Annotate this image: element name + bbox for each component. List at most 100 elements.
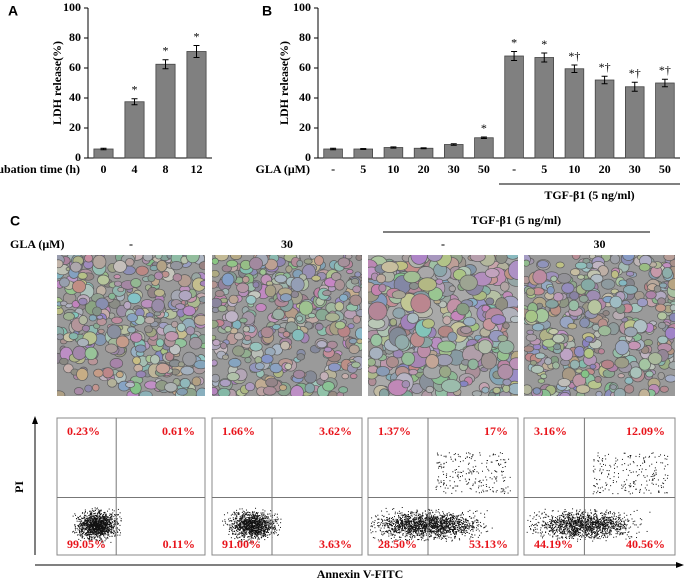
dot xyxy=(460,476,461,477)
cell xyxy=(212,258,219,264)
dot xyxy=(392,519,393,520)
dot xyxy=(454,524,455,525)
dot xyxy=(261,519,262,520)
dot xyxy=(400,532,401,533)
dot xyxy=(503,471,504,472)
dot xyxy=(117,535,118,536)
dot xyxy=(391,524,392,525)
dot xyxy=(256,516,257,517)
dot xyxy=(101,520,102,521)
cell xyxy=(79,298,88,305)
dot xyxy=(395,535,396,536)
dot xyxy=(492,528,493,529)
cell xyxy=(118,287,124,291)
dot xyxy=(83,518,84,519)
x-tick-label: 0 xyxy=(101,162,107,176)
cell xyxy=(54,260,63,268)
dot xyxy=(91,531,92,532)
dot xyxy=(253,514,254,515)
dot xyxy=(110,514,111,515)
dot xyxy=(258,524,259,525)
dot xyxy=(277,523,278,524)
dot xyxy=(499,465,500,466)
dot xyxy=(371,532,372,533)
dot xyxy=(240,523,241,524)
dot xyxy=(446,528,447,529)
cell xyxy=(346,269,353,273)
dot xyxy=(95,522,96,523)
dot xyxy=(441,466,442,467)
cell xyxy=(208,320,218,328)
dot xyxy=(244,520,245,521)
bar xyxy=(475,138,494,158)
dot xyxy=(242,518,243,519)
cell xyxy=(402,352,415,365)
dot xyxy=(117,521,118,522)
dot xyxy=(242,525,243,526)
dot xyxy=(81,531,82,532)
dot xyxy=(114,525,115,526)
dot xyxy=(93,526,94,527)
dot xyxy=(108,530,109,531)
dot xyxy=(100,524,101,525)
dot xyxy=(245,514,246,515)
dot xyxy=(82,531,83,532)
dot xyxy=(423,515,424,516)
x-tick-label: 8 xyxy=(163,162,169,176)
dot xyxy=(438,476,439,477)
dot xyxy=(405,531,406,532)
dot xyxy=(245,519,246,520)
dot xyxy=(407,527,408,528)
dot xyxy=(237,529,238,530)
dot xyxy=(263,528,264,529)
dot xyxy=(236,522,237,523)
cell xyxy=(150,355,159,364)
dot xyxy=(110,529,111,530)
dot xyxy=(74,513,75,514)
dot xyxy=(476,519,477,520)
dot xyxy=(95,510,96,511)
dot xyxy=(380,530,381,531)
cell xyxy=(283,331,290,337)
annotation: *† xyxy=(568,49,580,63)
cell xyxy=(503,379,511,385)
dot xyxy=(261,529,262,530)
dot xyxy=(256,513,257,514)
dot xyxy=(90,526,91,527)
dot xyxy=(397,513,398,514)
dot xyxy=(96,515,97,516)
dot xyxy=(105,525,106,526)
dot xyxy=(485,476,486,477)
cell xyxy=(285,363,292,369)
cell xyxy=(69,333,78,340)
dot xyxy=(247,517,248,518)
dot xyxy=(92,520,93,521)
dot xyxy=(436,486,437,487)
dot xyxy=(93,517,94,518)
dot xyxy=(478,526,479,527)
dot xyxy=(472,527,473,528)
dot xyxy=(505,462,506,463)
dot xyxy=(270,527,271,528)
dot xyxy=(76,532,77,533)
dot xyxy=(266,520,267,521)
dot xyxy=(233,517,234,518)
dot xyxy=(280,527,281,528)
dot xyxy=(270,510,271,511)
dot xyxy=(236,525,237,526)
dot xyxy=(455,520,456,521)
dot xyxy=(229,525,230,526)
dot xyxy=(481,485,482,486)
dot xyxy=(498,456,499,457)
cell xyxy=(165,382,178,391)
dot xyxy=(267,529,268,530)
dot xyxy=(103,512,104,513)
dot xyxy=(85,524,86,525)
bar xyxy=(384,148,403,159)
cell xyxy=(253,282,259,288)
dot xyxy=(244,519,245,520)
dot xyxy=(468,528,469,529)
dot xyxy=(266,523,267,524)
dot xyxy=(264,530,265,531)
cell xyxy=(136,371,146,378)
